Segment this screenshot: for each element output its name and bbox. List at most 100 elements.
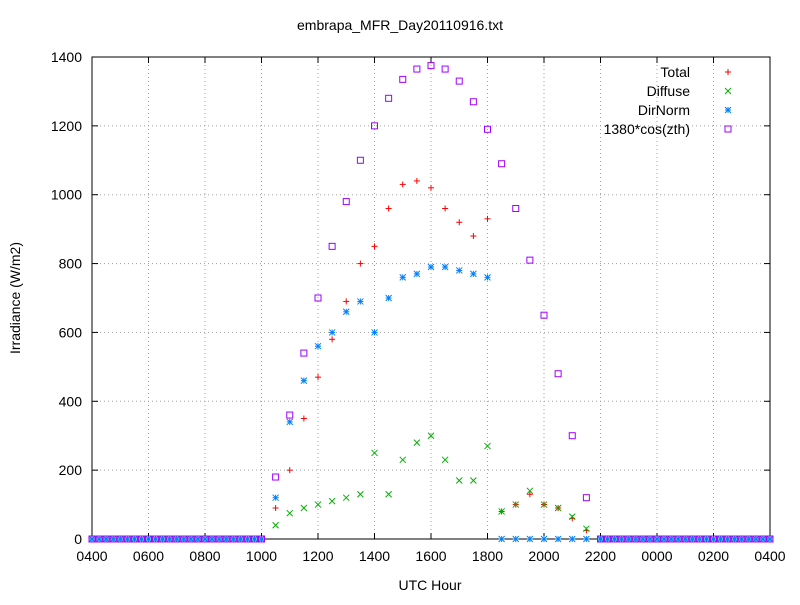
data-point <box>428 184 434 191</box>
data-point <box>717 535 725 543</box>
data-point <box>152 535 160 543</box>
y-tick-label: 1200 <box>51 118 82 134</box>
data-point <box>286 411 294 419</box>
data-point <box>399 75 407 83</box>
data-point <box>328 242 336 250</box>
data-point <box>130 535 138 543</box>
data-point <box>413 270 421 278</box>
data-point <box>745 535 753 543</box>
legend-marker <box>724 87 732 95</box>
data-point <box>583 535 590 543</box>
data-point <box>470 477 477 484</box>
data-point <box>639 535 647 543</box>
x-axis-label: UTC Hour <box>398 577 461 593</box>
data-point <box>201 535 209 543</box>
legend: Total Diffuse DirNorm 1380*cos(zth) <box>604 64 732 137</box>
data-point <box>385 94 393 102</box>
data-point <box>371 329 378 336</box>
data-point <box>159 535 166 543</box>
data-point <box>625 535 633 543</box>
data-point <box>582 494 590 502</box>
series-3-night <box>88 535 774 543</box>
data-point <box>498 535 505 543</box>
data-point <box>145 535 152 543</box>
legend-marker <box>724 125 732 133</box>
data-point <box>222 535 230 543</box>
data-point <box>688 535 696 543</box>
data-point <box>342 198 350 206</box>
data-point <box>674 535 682 543</box>
series-layer <box>88 62 774 543</box>
data-point <box>696 535 703 543</box>
x-tick-label: 1400 <box>359 548 390 564</box>
legend-label: DirNorm <box>638 102 690 118</box>
data-point <box>710 535 717 543</box>
data-point <box>314 342 322 350</box>
data-point <box>469 98 477 106</box>
data-point <box>653 535 661 543</box>
data-point <box>766 535 774 543</box>
legend-label: Diffuse <box>647 83 691 99</box>
data-point <box>441 263 449 271</box>
x-tick-label: 1000 <box>246 548 277 564</box>
data-point <box>166 535 174 543</box>
data-point <box>681 535 689 543</box>
x-tick-label: 0200 <box>698 548 729 564</box>
data-point <box>371 243 378 250</box>
data-point <box>540 311 548 319</box>
data-point <box>166 535 174 543</box>
data-point <box>597 535 604 543</box>
data-point <box>385 294 392 302</box>
y-tick-label: 200 <box>59 462 83 478</box>
tick-layer: 0400 0600 0800 1000 1200 1400 1600 1800 2000 2200… <box>51 49 786 564</box>
data-point <box>208 535 216 543</box>
y-axis-label: Irradiance (W/m2) <box>7 242 23 354</box>
data-point <box>328 497 336 505</box>
data-point <box>427 432 435 440</box>
data-point <box>180 535 188 543</box>
data-point <box>660 535 668 543</box>
data-point <box>229 535 237 543</box>
data-point <box>738 535 746 543</box>
data-point <box>357 260 364 267</box>
legend-label: Total <box>660 64 690 80</box>
data-point <box>300 377 308 384</box>
series-0 <box>258 177 604 542</box>
data-point <box>667 535 675 543</box>
data-point <box>526 256 534 264</box>
data-point <box>300 415 307 422</box>
data-point <box>371 122 378 130</box>
data-point <box>702 535 710 543</box>
data-point <box>759 535 767 543</box>
data-point <box>632 535 640 543</box>
data-point <box>455 477 463 484</box>
legend-label: 1380*cos(zth) <box>604 121 690 137</box>
data-point <box>554 535 562 543</box>
data-point <box>194 535 202 543</box>
data-point <box>399 273 407 281</box>
data-point <box>695 535 703 543</box>
data-point <box>681 535 689 543</box>
data-point <box>371 449 378 457</box>
data-point <box>646 535 654 543</box>
data-point <box>456 219 463 226</box>
x-tick-label: 0600 <box>133 548 164 564</box>
data-point <box>752 535 760 543</box>
data-point <box>250 535 258 543</box>
data-point <box>526 491 533 498</box>
y-tick-label: 600 <box>59 324 83 340</box>
data-point <box>109 535 117 543</box>
data-point <box>540 535 548 543</box>
data-point <box>187 535 195 543</box>
data-point <box>258 535 265 543</box>
data-point <box>512 535 520 543</box>
data-point <box>427 62 435 70</box>
data-point <box>314 501 322 508</box>
x-tick-label: 0800 <box>189 548 220 564</box>
data-point <box>604 535 612 543</box>
x-tick-label: 2000 <box>528 548 559 564</box>
data-point <box>752 535 760 543</box>
data-point <box>356 156 364 164</box>
data-point <box>413 177 420 184</box>
data-point <box>597 535 604 543</box>
